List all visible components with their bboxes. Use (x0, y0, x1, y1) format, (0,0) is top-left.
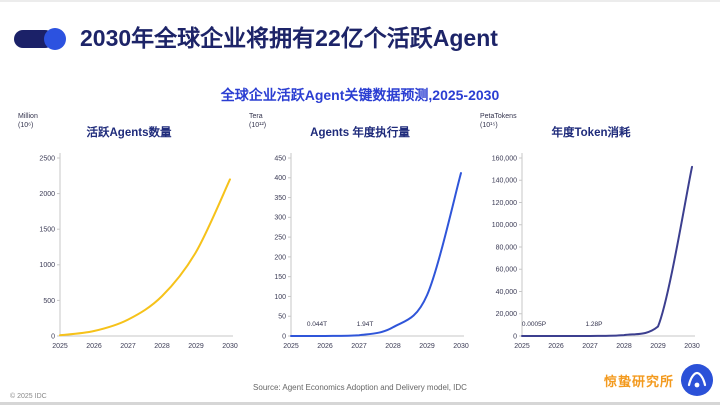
svg-text:2029: 2029 (419, 343, 435, 350)
svg-text:1000: 1000 (39, 262, 55, 269)
watermark: 惊蛰研究所 (604, 363, 714, 397)
line-chart-active-agents: 0 500 1000 1500 2000 2500 2025 2026 2027 2028 2029… (18, 146, 240, 358)
svg-text:2030: 2030 (684, 343, 700, 350)
unit-name: Million (18, 113, 38, 120)
brand-logo (14, 27, 68, 51)
svg-text:250: 250 (274, 235, 286, 242)
svg-text:2026: 2026 (548, 343, 564, 350)
unit-exponent: (10⁶) (18, 122, 34, 130)
svg-text:2500: 2500 (39, 155, 55, 162)
svg-text:1.94T: 1.94T (357, 321, 374, 328)
svg-text:160,000: 160,000 (492, 155, 517, 162)
slide-subtitle: 全球企业活跃Agent关键数据预测,2025-2030 (220, 87, 500, 103)
svg-text:120,000: 120,000 (492, 200, 517, 207)
svg-text:40,000: 40,000 (496, 289, 518, 296)
svg-text:2028: 2028 (385, 343, 401, 350)
line-chart-token-consumption: 0 20,000 40,000 60,000 80,000 100,000 120,000 1… (480, 146, 702, 358)
slide-header: 2030年全球企业将拥有22亿个活跃Agent (14, 25, 498, 51)
svg-text:2026: 2026 (86, 343, 102, 350)
svg-text:2027: 2027 (120, 343, 136, 350)
svg-text:350: 350 (274, 195, 286, 202)
svg-text:1500: 1500 (39, 227, 55, 234)
svg-text:2027: 2027 (351, 343, 367, 350)
svg-text:60,000: 60,000 (496, 267, 518, 274)
svg-text:2030: 2030 (453, 343, 469, 350)
copyright-note: © 2025 IDC (10, 393, 47, 400)
unit-exponent: (10¹²) (249, 122, 267, 130)
svg-text:2025: 2025 (514, 343, 530, 350)
y-axis-unit-label: PetaTokens (10¹⁵) (480, 112, 517, 130)
unit-name: PetaTokens (480, 113, 517, 120)
svg-text:140,000: 140,000 (492, 178, 517, 185)
svg-text:2027: 2027 (582, 343, 598, 350)
page-title: 2030年全球企业将拥有22亿个活跃Agent (80, 25, 498, 51)
chart-title-active-agents: 活跃Agents数量 (86, 127, 172, 139)
svg-text:100: 100 (274, 294, 286, 301)
svg-text:2025: 2025 (52, 343, 68, 350)
svg-text:80,000: 80,000 (496, 244, 518, 251)
svg-text:0: 0 (513, 333, 517, 340)
svg-text:100,000: 100,000 (492, 222, 517, 229)
source-note: Source: Agent Economics Adoption and Del… (253, 383, 467, 392)
chart-panel-annual-executions: Tera (10¹²) Agents 年度执行量 0 50 100 150 200 250… (249, 112, 471, 358)
svg-text:0.0005P: 0.0005P (522, 321, 546, 328)
watermark-text: 惊蛰研究所 (603, 373, 674, 389)
chart-panel-head: Million (10⁶) 活跃Agents数量 (18, 112, 240, 146)
svg-text:1.28P: 1.28P (586, 321, 603, 328)
slide-bottom-edge (0, 402, 720, 405)
slide-top-edge (0, 0, 720, 2)
svg-text:150: 150 (274, 274, 286, 281)
chart-panel-active-agents: Million (10⁶) 活跃Agents数量 0 500 1000 1500 200… (18, 112, 240, 358)
svg-text:0.044T: 0.044T (307, 321, 327, 328)
svg-text:0: 0 (282, 333, 286, 340)
y-axis-unit-label: Tera (10¹²) (249, 112, 266, 130)
svg-text:50: 50 (278, 314, 286, 321)
svg-text:2030: 2030 (222, 343, 238, 350)
line-chart-annual-executions: 0 50 100 150 200 250 300 350 400 450 2025 2026 2027 2… (249, 146, 471, 358)
svg-text:500: 500 (43, 298, 55, 305)
svg-text:2028: 2028 (154, 343, 170, 350)
chart-panel-token-consumption: PetaTokens (10¹⁵) 年度Token消耗 0 20,000 40,00… (480, 112, 702, 358)
svg-text:2026: 2026 (317, 343, 333, 350)
chart-title-token-consumption: 年度Token消耗 (551, 127, 631, 139)
svg-text:0: 0 (51, 333, 55, 340)
svg-text:2000: 2000 (39, 191, 55, 198)
svg-text:2025: 2025 (283, 343, 299, 350)
unit-exponent: (10¹⁵) (480, 122, 498, 130)
y-axis-unit-label: Million (10⁶) (18, 112, 38, 130)
logo-dot-shape (44, 27, 66, 50)
chart-title-annual-executions: Agents 年度执行量 (310, 127, 410, 139)
svg-text:300: 300 (274, 215, 286, 222)
watermark-logo-icon (680, 363, 714, 397)
unit-name: Tera (249, 113, 263, 120)
svg-text:400: 400 (274, 175, 286, 182)
svg-text:200: 200 (274, 254, 286, 261)
svg-text:2029: 2029 (650, 343, 666, 350)
svg-text:2029: 2029 (188, 343, 204, 350)
svg-text:450: 450 (274, 155, 286, 162)
chart-panel-head: Tera (10¹²) Agents 年度执行量 (249, 112, 471, 146)
charts-row: Million (10⁶) 活跃Agents数量 0 500 1000 1500 200… (18, 112, 702, 358)
svg-text:20,000: 20,000 (496, 311, 518, 318)
chart-panel-head: PetaTokens (10¹⁵) 年度Token消耗 (480, 112, 702, 146)
svg-text:2028: 2028 (616, 343, 632, 350)
